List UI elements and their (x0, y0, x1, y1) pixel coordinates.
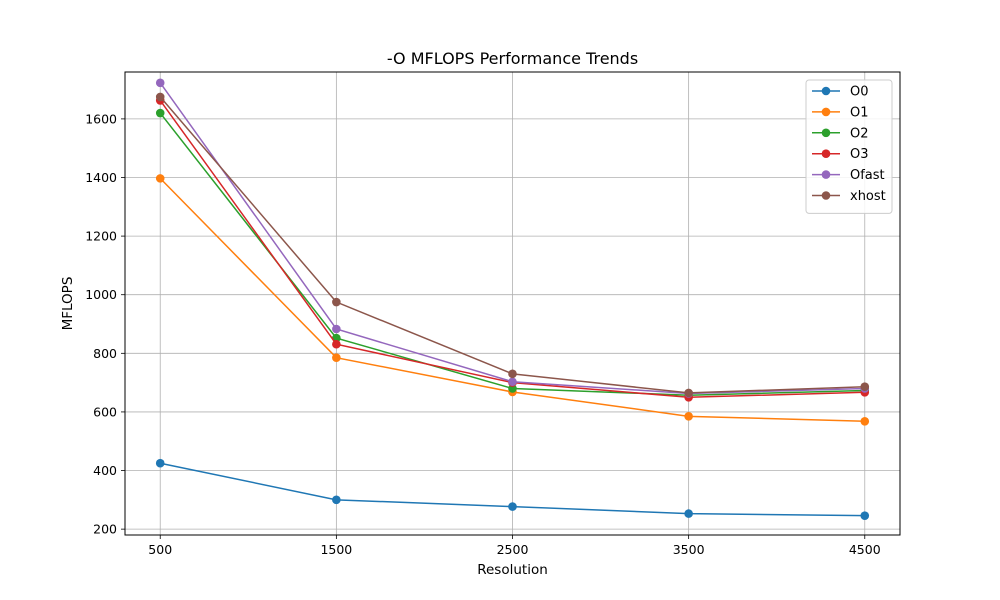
x-axis-title: Resolution (477, 562, 548, 578)
data-point (860, 417, 870, 426)
data-point (684, 412, 693, 421)
data-point (508, 502, 517, 511)
data-point (155, 108, 165, 118)
data-point (332, 297, 341, 307)
series-o0 (155, 458, 870, 520)
data-point (860, 382, 870, 392)
legend-item-xhost: xhost (812, 189, 886, 204)
series-xhost (155, 92, 870, 398)
legend-item-o1: O1 (812, 105, 869, 120)
legend-item-o3: O3 (812, 147, 869, 162)
data-point (508, 377, 517, 387)
y-tick-label: 600 (93, 404, 117, 419)
y-tick-label: 800 (93, 346, 117, 361)
y-tick-label: 400 (93, 463, 117, 478)
grid (125, 72, 900, 535)
data-point (684, 388, 693, 398)
x-tick-label: 4500 (849, 542, 881, 557)
legend-label: O2 (850, 126, 869, 141)
x-tick-label: 500 (148, 542, 172, 557)
legend-swatch-marker (821, 149, 831, 158)
x-axis-ticks: 500 1500 2500 3500 4500 (148, 535, 881, 557)
legend-swatch-marker (821, 128, 831, 138)
y-tick-label: 1600 (85, 111, 117, 126)
legend-label: O1 (850, 105, 869, 120)
legend-swatch-marker (821, 191, 831, 200)
y-tick-label: 1000 (85, 287, 117, 302)
data-point (508, 369, 517, 379)
y-tick-label: 1400 (85, 170, 117, 185)
x-tick-label: 3500 (673, 542, 705, 557)
legend-swatch-marker (821, 107, 831, 117)
data-point (155, 174, 165, 183)
legend-label: xhost (850, 189, 886, 204)
y-tick-label: 1200 (85, 229, 117, 244)
data-point (332, 324, 341, 334)
legend-item-ofast: Ofast (812, 168, 885, 183)
x-tick-label: 1500 (320, 542, 352, 557)
y-tick-label: 200 (93, 522, 117, 537)
legend-item-o0: O0 (812, 85, 869, 100)
data-point (155, 458, 165, 468)
legend-swatch-marker (821, 86, 831, 96)
data-point (332, 353, 341, 363)
data-point (332, 495, 341, 505)
data-point (860, 511, 870, 520)
legend-label: O0 (850, 85, 869, 100)
data-point (332, 339, 341, 349)
x-tick-label: 2500 (497, 542, 529, 557)
chart-title: -O MFLOPS Performance Trends (387, 49, 638, 68)
legend-label: O3 (850, 147, 869, 162)
legend-swatch-marker (821, 170, 831, 179)
data-point (155, 78, 165, 88)
series-layer (155, 78, 870, 520)
y-axis-ticks: 200 400 600 800 1000 1200 1400 1600 (85, 111, 125, 537)
legend-item-o2: O2 (812, 126, 869, 141)
y-axis-title: MFLOPS (60, 277, 76, 331)
data-point (684, 509, 693, 518)
data-point (155, 92, 165, 102)
legend-label: Ofast (850, 168, 885, 183)
legend: O0 O1 O2 O3 Ofast xhost (805, 79, 893, 214)
